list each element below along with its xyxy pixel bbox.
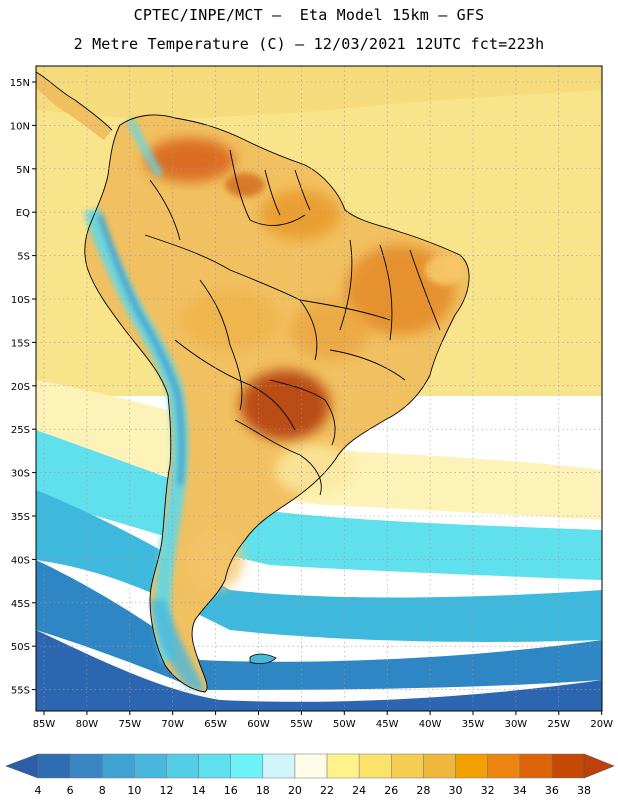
warm-spot-guiana	[225, 173, 265, 197]
colorbar-label: 4	[35, 784, 42, 797]
lat-label: 50S	[11, 642, 30, 653]
colorbar-segment	[326, 753, 360, 779]
cool-spot-northeast-coast	[425, 255, 465, 285]
colorbar-label: 26	[384, 784, 398, 797]
lon-label: 30W	[505, 719, 528, 730]
map-field	[36, 66, 602, 711]
lat-label: 55S	[11, 686, 30, 697]
warm-spot-amazon-north	[260, 190, 340, 240]
temperature-colorbar: 4 6 8 10 12 14 16 18 20 22 24 26 28 30 32 34 36 38	[5, 753, 615, 797]
lat-label: 5N	[16, 165, 30, 176]
warm-spot-bolivia	[180, 290, 280, 350]
colorbar-label: 16	[224, 784, 238, 797]
colorbar-label: 24	[352, 784, 366, 797]
colorbar-label: 18	[256, 784, 270, 797]
lon-label: 60W	[247, 719, 270, 730]
colorbar-segment	[69, 753, 103, 779]
colorbar-segment	[101, 753, 135, 779]
colorbar-segment	[519, 753, 553, 779]
colorbar-segment	[37, 753, 71, 779]
lon-label: 35W	[462, 719, 485, 730]
warm-spot-central-brazil	[290, 300, 370, 360]
colorbar-segment	[391, 753, 424, 779]
colorbar-segment	[455, 753, 488, 779]
colorbar-label: 10	[127, 784, 141, 797]
mild-zone-uruguay	[275, 445, 355, 495]
colorbar-label: 8	[99, 784, 106, 797]
colorbar-segment	[230, 753, 264, 779]
colorbar-segment	[198, 753, 231, 779]
colorbar-segment	[423, 753, 456, 779]
lat-label: 25S	[11, 425, 30, 436]
colorbar-segment	[487, 753, 521, 779]
lat-label: 10S	[11, 295, 30, 306]
hot-spot-paraguay	[240, 370, 330, 440]
caribbean-warm-zone	[36, 66, 602, 120]
lat-label: 15N	[10, 78, 30, 89]
map-subtitle: 2 Metre Temperature (C) – 12/03/2021 12U…	[73, 35, 545, 53]
lat-label: 40S	[11, 555, 30, 566]
colorbar-segment	[294, 753, 328, 779]
lon-label: 75W	[118, 719, 141, 730]
falkland-islands	[249, 653, 277, 665]
lon-label: 45W	[376, 719, 399, 730]
latitude-axis: 15N 10N 5N EQ 5S 10S 15S 20S 25S 30S 35S 40S 45S 50S 5…	[10, 78, 36, 697]
colorbar-label: 32	[481, 784, 495, 797]
colorbar-segment	[358, 753, 392, 779]
colorbar-label: 28	[416, 784, 430, 797]
lat-label: 10N	[10, 121, 30, 132]
ocean-band-cyan	[36, 430, 602, 580]
colorbar-label: 30	[449, 784, 463, 797]
colorbar-segment	[134, 753, 167, 779]
colorbar-label: 38	[577, 784, 591, 797]
ocean-band-deep	[36, 630, 602, 711]
lat-label: 45S	[11, 599, 30, 610]
lat-label: EQ	[16, 208, 30, 219]
colorbar-segment	[551, 753, 585, 779]
lon-label: 70W	[161, 719, 184, 730]
andes-peak-line	[98, 214, 184, 486]
lon-label: 55W	[290, 719, 313, 730]
lon-label: 25W	[547, 719, 570, 730]
central-america-landmass	[36, 72, 112, 140]
lon-label: 40W	[419, 719, 442, 730]
country-borders	[36, 71, 470, 693]
colorbar-label: 12	[159, 784, 173, 797]
map-frame	[35, 65, 603, 712]
colorbar-label: 20	[288, 784, 302, 797]
lat-label: 20S	[11, 382, 30, 393]
colorbar-low-arrow	[5, 753, 39, 779]
lon-label: 65W	[204, 719, 227, 730]
lon-label: 20W	[590, 719, 613, 730]
lat-label: 15S	[11, 338, 30, 349]
longitude-axis: 85W 80W 75W 70W 65W 60W 55W 50W 45W 40W 35W 30W 25W 2…	[33, 711, 613, 730]
colorbar-segment	[166, 753, 199, 779]
colorbar-label: 34	[513, 784, 527, 797]
colorbar-segment	[262, 753, 296, 779]
patagonia-cold-tip	[150, 600, 205, 690]
colorbar-label: 6	[67, 784, 74, 797]
warm-spot-venezuela	[145, 138, 235, 182]
lon-label: 80W	[76, 719, 99, 730]
lon-label: 85W	[33, 719, 56, 730]
colorbar-label: 36	[545, 784, 559, 797]
lon-label: 50W	[333, 719, 356, 730]
andes-north-strip	[126, 118, 164, 178]
lat-label: 5S	[17, 252, 30, 263]
warm-zone-patagonia-north	[187, 530, 243, 590]
colorbar-high-arrow	[583, 753, 615, 779]
lat-label: 35S	[11, 512, 30, 523]
map-title: CPTEC/INPE/MCT – Eta Model 15km – GFS	[133, 6, 485, 24]
colorbar-label: 22	[320, 784, 334, 797]
lat-label: 30S	[11, 469, 30, 480]
colorbar-label: 14	[192, 784, 206, 797]
